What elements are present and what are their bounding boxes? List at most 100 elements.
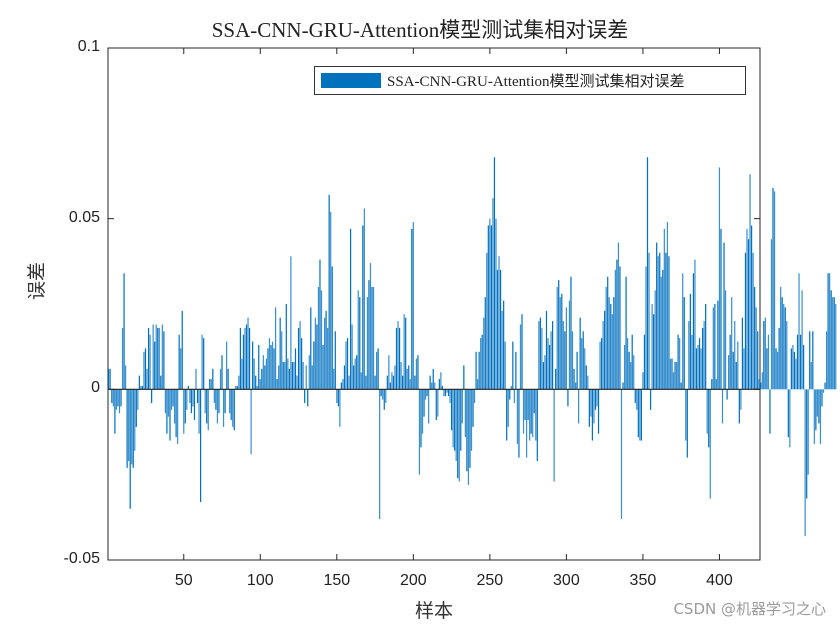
- bar: [129, 389, 131, 509]
- bar: [501, 310, 503, 390]
- x-tick-label: 200: [399, 572, 427, 589]
- bar: [146, 368, 148, 390]
- bar: [307, 389, 309, 407]
- bar: [767, 334, 770, 390]
- bar: [218, 389, 220, 414]
- bar: [625, 276, 627, 390]
- legend: SSA-CNN-GRU-Attention模型测试集相对误差: [314, 66, 746, 95]
- bar: [593, 389, 595, 424]
- bar: [639, 389, 641, 441]
- x-tick-label: 150: [323, 572, 351, 589]
- y-tick-label: 0.05: [68, 208, 100, 226]
- bar: [253, 358, 255, 390]
- bar: [349, 228, 352, 390]
- plot-area: [107, 47, 761, 561]
- bar: [721, 389, 724, 424]
- bar: [665, 252, 667, 390]
- bar: [659, 252, 661, 390]
- bar: [284, 362, 286, 390]
- bar: [475, 351, 477, 390]
- bar: [498, 256, 500, 390]
- bar: [587, 375, 589, 390]
- bar: [196, 389, 199, 403]
- bar: [545, 310, 548, 390]
- bar: [132, 389, 134, 468]
- bar: [559, 297, 561, 390]
- bar: [203, 338, 205, 390]
- bar: [278, 365, 280, 390]
- bar: [642, 372, 644, 390]
- bar: [123, 273, 125, 390]
- bar: [568, 300, 571, 390]
- bar: [417, 355, 419, 390]
- bar: [167, 389, 170, 417]
- bar: [273, 348, 275, 390]
- bar: [354, 358, 356, 390]
- bar: [735, 362, 737, 390]
- bar: [564, 331, 566, 390]
- bar: [492, 198, 494, 390]
- bar: [239, 327, 241, 390]
- bar: [607, 276, 609, 390]
- bar: [389, 382, 391, 390]
- bar: [144, 348, 147, 390]
- bar: [646, 157, 649, 390]
- bar: [270, 344, 272, 390]
- bar: [325, 310, 327, 390]
- x-tick-label: 350: [629, 572, 657, 589]
- axis-ticks: [108, 47, 760, 561]
- bar: [743, 348, 745, 390]
- bar: [504, 341, 506, 390]
- bar: [674, 362, 676, 390]
- bar: [340, 382, 343, 390]
- bar: [605, 286, 607, 390]
- bar: [709, 389, 711, 499]
- bar: [807, 389, 809, 475]
- bar: [590, 389, 592, 417]
- bar: [385, 389, 387, 403]
- bar: [375, 351, 378, 390]
- bar: [415, 358, 418, 390]
- bar: [692, 273, 695, 390]
- bar: [222, 389, 225, 427]
- bar: [813, 389, 815, 444]
- bar: [824, 382, 826, 390]
- bar: [530, 389, 532, 434]
- bar: [825, 331, 828, 390]
- bar: [412, 222, 414, 390]
- bar: [372, 286, 375, 390]
- bar: [532, 389, 534, 438]
- bar: [323, 317, 326, 390]
- bar: [821, 389, 823, 407]
- bar: [379, 389, 381, 520]
- bar: [481, 334, 483, 390]
- bar: [204, 389, 206, 414]
- bar: [726, 389, 728, 400]
- bar: [781, 297, 783, 390]
- bar: [809, 331, 811, 390]
- bar: [541, 327, 543, 390]
- bar: [533, 389, 535, 414]
- bar: [402, 375, 404, 390]
- bar: [790, 348, 792, 390]
- bar: [170, 389, 173, 410]
- bar: [738, 389, 740, 424]
- bar: [682, 273, 684, 390]
- bar: [328, 194, 330, 390]
- bar: [302, 362, 304, 390]
- bar: [582, 331, 584, 390]
- bar: [368, 280, 370, 390]
- bar: [304, 389, 306, 403]
- bar: [810, 362, 812, 390]
- bar: [235, 385, 237, 390]
- bar: [140, 385, 142, 390]
- bar: [152, 324, 154, 390]
- bar: [331, 266, 333, 390]
- bar: [679, 338, 681, 390]
- bar: [134, 389, 136, 451]
- bar: [114, 389, 116, 434]
- bar: [128, 389, 130, 462]
- bar: [348, 375, 350, 390]
- bar: [795, 358, 797, 390]
- bar: [503, 300, 505, 390]
